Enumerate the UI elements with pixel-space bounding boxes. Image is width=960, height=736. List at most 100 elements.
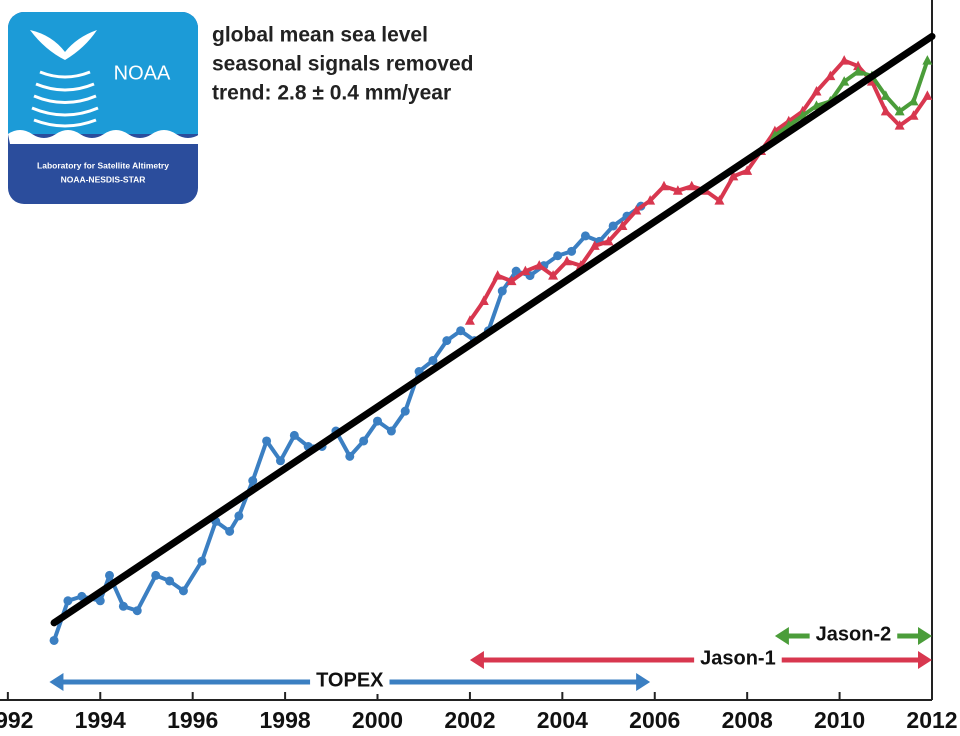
label-bg: [809, 624, 898, 648]
data-point: [603, 235, 614, 246]
data-point: [839, 76, 850, 86]
data-point: [234, 511, 244, 521]
data-point: [866, 76, 877, 86]
data-point: [853, 66, 864, 76]
data-point: [908, 95, 919, 106]
arrow-head: [918, 627, 932, 645]
data-point: [908, 110, 919, 120]
data-point: [49, 635, 59, 645]
data-point: [95, 596, 105, 606]
data-point: [275, 456, 285, 466]
data-point: [811, 100, 822, 110]
data-point: [922, 55, 933, 65]
data-point: [589, 240, 600, 250]
data-point: [345, 451, 355, 461]
series-label: TOPEX: [316, 669, 384, 691]
data-point: [548, 270, 559, 280]
data-point: [386, 426, 396, 436]
data-point: [645, 195, 656, 205]
data-point: [478, 295, 489, 305]
data-point: [880, 105, 891, 116]
data-point: [561, 255, 572, 266]
arrow-head: [469, 651, 484, 669]
data-point: [178, 586, 188, 596]
data-point: [373, 416, 383, 426]
logo-wave: [8, 130, 200, 144]
data-point: [922, 90, 933, 100]
data-point: [511, 266, 521, 276]
data-point: [225, 526, 235, 536]
data-point: [553, 251, 563, 261]
data-point: [359, 436, 369, 446]
x-tick-label: 2004: [537, 707, 588, 733]
data-point: [105, 570, 115, 580]
arrow-head: [636, 673, 651, 691]
data-point: [197, 556, 207, 566]
chart-subtitle: seasonal signals removed: [212, 53, 473, 76]
data-point: [456, 326, 466, 336]
data-point: [442, 336, 452, 346]
data-point: [492, 270, 503, 280]
data-point: [497, 286, 507, 296]
x-tick-label: 2010: [814, 707, 865, 733]
data-point: [289, 430, 299, 440]
x-tick-label: 1994: [75, 707, 126, 733]
label-bg: [310, 670, 390, 694]
x-tick-label: 1992: [0, 707, 33, 733]
data-point: [631, 205, 642, 215]
series-label: Jason-2: [816, 623, 892, 645]
data-point: [63, 596, 73, 606]
arrow-head: [918, 651, 932, 669]
data-point: [894, 105, 905, 116]
x-tick-label: 2008: [722, 707, 773, 733]
trend-line: [50, 32, 936, 627]
data-point: [617, 220, 628, 230]
data-point: [672, 185, 683, 195]
chart-title: global mean sea level: [212, 24, 428, 47]
x-tick-label: 2012: [906, 707, 957, 733]
data-point: [742, 165, 753, 175]
data-point: [534, 260, 545, 270]
data-point: [165, 576, 175, 586]
data-point: [825, 70, 836, 81]
arrow-head: [49, 673, 64, 691]
data-point: [248, 476, 258, 486]
data-point: [262, 436, 272, 446]
arrow-head: [774, 627, 789, 645]
data-point: [464, 315, 475, 325]
logo-bird: [30, 30, 97, 60]
x-tick-label: 1998: [260, 707, 311, 733]
x-tick-label: 2006: [629, 707, 680, 733]
data-point: [686, 180, 697, 191]
x-tick-label: 2002: [444, 707, 495, 733]
data-point: [839, 55, 850, 65]
data-point: [118, 601, 128, 611]
data-point: [132, 606, 142, 616]
data-point: [714, 195, 725, 205]
data-point: [506, 275, 517, 286]
data-point: [894, 120, 905, 130]
data-point: [580, 231, 590, 241]
logo-arcs: [31, 70, 99, 128]
x-tick-label: 2000: [352, 707, 403, 733]
label-bg: [694, 648, 782, 672]
data-point: [811, 85, 822, 96]
data-point: [853, 60, 864, 71]
data-point: [428, 355, 438, 365]
data-point: [567, 246, 577, 256]
data-point: [608, 221, 618, 231]
x-tick-label: 1996: [167, 707, 218, 733]
logo-name: NOAA: [114, 62, 171, 84]
data-point: [400, 406, 410, 416]
annotation: trend: 2.8 ± 0.4 mm/year: [212, 82, 451, 105]
data-point: [728, 170, 739, 181]
data-point: [151, 570, 161, 580]
logo: NOAA Laboratory for Satellite Altimetry …: [8, 12, 200, 204]
series-label: Jason-1: [700, 647, 776, 669]
data-point: [520, 265, 531, 276]
data-point: [658, 180, 669, 191]
logo-line: Laboratory for Satellite Altimetry: [37, 160, 169, 170]
logo-line: NOAA-NESDIS-STAR: [61, 174, 146, 184]
data-point: [880, 90, 891, 100]
